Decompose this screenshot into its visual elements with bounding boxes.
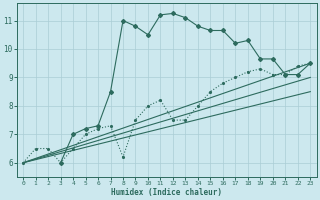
X-axis label: Humidex (Indice chaleur): Humidex (Indice chaleur) bbox=[111, 188, 222, 197]
